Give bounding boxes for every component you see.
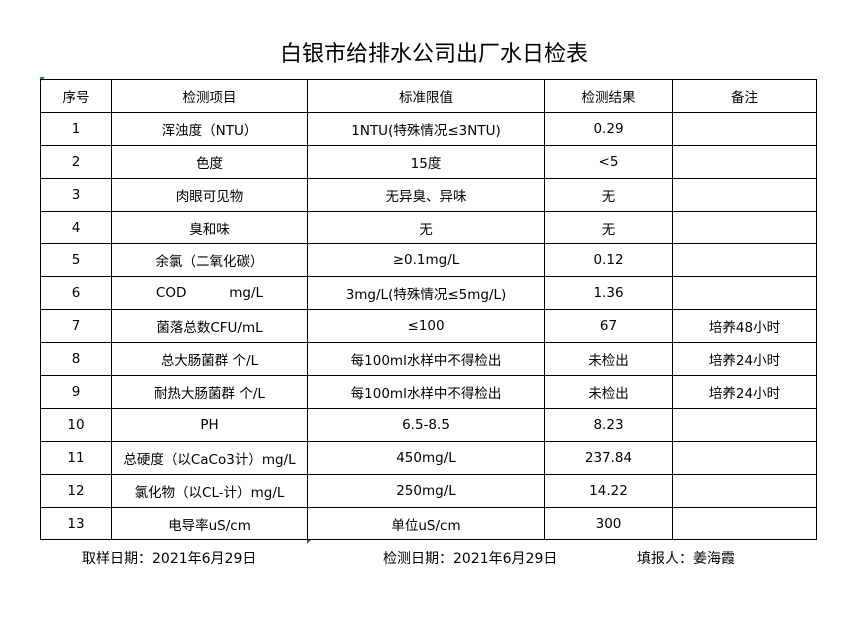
- test-item: 耐热大肠菌群 个/L: [111, 375, 308, 409]
- row-number: 10: [40, 407, 112, 442]
- test-item: 电导率uS/cm: [111, 506, 308, 541]
- page-title: 白银市给排水公司出厂水日检表: [279, 42, 588, 67]
- table-row: 6 COD mg/L 3mg/L(特殊情况≤5mg/L) 1.36: [40, 276, 817, 311]
- remark: 培养24小时: [672, 342, 817, 377]
- row-number: 1: [40, 111, 112, 146]
- remark: 备注: [672, 79, 817, 113]
- table-row: 1 浑浊度（NTU） 1NTU(特殊情况≤3NTU) 0.29: [40, 111, 817, 146]
- test-date: 检测日期：2021年6月29日: [383, 551, 558, 567]
- row-number: 序号: [40, 79, 112, 113]
- test-result: 无: [544, 210, 673, 245]
- table-row: 12 氯化物（以CL-计）mg/L 250mg/L 14.22: [40, 473, 817, 508]
- test-item: 余氯（二氧化碳）: [111, 243, 308, 278]
- standard-limit: 6.5-8.5: [307, 407, 545, 442]
- row-number: 13: [40, 506, 112, 541]
- row-number: 12: [40, 473, 112, 508]
- standard-limit: ≥0.1mg/L: [307, 243, 545, 278]
- remark: 培养24小时: [672, 375, 817, 409]
- row-number: 2: [40, 144, 112, 179]
- standard-limit: 无: [307, 210, 545, 245]
- standard-limit: 单位uS/cm: [307, 506, 545, 541]
- test-result: 1.36: [544, 276, 673, 311]
- remark: [672, 473, 817, 508]
- row-number: 3: [40, 177, 112, 212]
- remark: [672, 276, 817, 311]
- row-number: 11: [40, 440, 112, 475]
- table-row: 2 色度 15度 <5: [40, 144, 817, 179]
- table-row: 13 电导率uS/cm 单位uS/cm 300: [40, 506, 817, 541]
- test-item: 检测项目: [111, 79, 308, 113]
- test-result: 300: [544, 506, 673, 541]
- remark: [672, 210, 817, 245]
- test-item: 浑浊度（NTU）: [111, 111, 308, 146]
- table-row: 5 余氯（二氧化碳） ≥0.1mg/L 0.12: [40, 243, 817, 278]
- test-item: 菌落总数CFU/mL: [111, 309, 308, 344]
- test-item: PH: [111, 407, 308, 442]
- remark: [672, 111, 817, 146]
- table-row: 10 PH 6.5-8.5 8.23: [40, 407, 817, 442]
- standard-limit: 标准限值: [307, 79, 545, 113]
- standard-limit: 每100ml水样中不得检出: [307, 375, 545, 409]
- standard-limit: 250mg/L: [307, 473, 545, 508]
- test-result: 237.84: [544, 440, 673, 475]
- row-number: 7: [40, 309, 112, 344]
- table-row: 3 肉眼可见物 无异臭、异味无: [40, 177, 817, 212]
- remark: [672, 407, 817, 442]
- row-number: 4: [40, 210, 112, 245]
- standard-limit: ≤100: [307, 309, 545, 344]
- remark: [672, 177, 817, 212]
- row-number: 6: [40, 276, 112, 311]
- test-result: 未检出: [544, 375, 673, 409]
- test-item: 色度: [111, 144, 308, 179]
- remark: 培养48小时: [672, 309, 817, 344]
- test-result: <5: [544, 144, 673, 179]
- table-row: 4 臭和味无无: [40, 210, 817, 245]
- standard-limit: 每100ml水样中不得检出: [307, 342, 545, 377]
- row-number: 9: [40, 375, 112, 409]
- standard-limit: 无异臭、异味: [307, 177, 545, 212]
- inspection-table: 序号 检测项目 标准限值 检测结果 备注 1 浑浊度（NTU） 1NTU(特殊情况≤3NTU)…: [40, 79, 817, 541]
- table-row: 11 总硬度（以CaCo3计）mg/L 450mg/L 237.84: [40, 440, 817, 475]
- standard-limit: 450mg/L: [307, 440, 545, 475]
- test-item: 总硬度（以CaCo3计）mg/L: [111, 440, 308, 475]
- test-item: 肉眼可见物: [111, 177, 308, 212]
- row-number: 8: [40, 342, 112, 377]
- remark: [672, 243, 817, 278]
- table-row: 9 耐热大肠菌群 个/L 每100ml水样中不得检出 未检出 培养24小时: [40, 375, 817, 409]
- test-result: 8.23: [544, 407, 673, 442]
- test-result: 0.29: [544, 111, 673, 146]
- table-row: 8 总大肠菌群 个/L 每100ml水样中不得检出 未检出 培养24小时: [40, 342, 817, 377]
- test-item: 臭和味: [111, 210, 308, 245]
- header-row: 序号 检测项目 标准限值 检测结果 备注: [40, 79, 817, 113]
- test-result: 67: [544, 309, 673, 344]
- standard-limit: 3mg/L(特殊情况≤5mg/L): [307, 276, 545, 311]
- remark: [672, 506, 817, 541]
- remark: [672, 440, 817, 475]
- test-result: 检测结果: [544, 79, 673, 113]
- sample-date: 取样日期：2021年6月29日: [82, 551, 257, 567]
- table-row: 7 菌落总数CFU/mL ≤100 67 培养48小时: [40, 309, 817, 344]
- cell-marker: [307, 539, 312, 544]
- test-result: 无: [544, 177, 673, 212]
- standard-limit: 1NTU(特殊情况≤3NTU): [307, 111, 545, 146]
- row-number: 5: [40, 243, 112, 278]
- reporter: 填报人：姜海霞: [637, 551, 735, 567]
- test-result: 0.12: [544, 243, 673, 278]
- test-result: 未检出: [544, 342, 673, 377]
- test-item: COD mg/L: [111, 276, 308, 311]
- test-result: 14.22: [544, 473, 673, 508]
- remark: [672, 144, 817, 179]
- standard-limit: 15度: [307, 144, 545, 179]
- test-item: 氯化物（以CL-计）mg/L: [111, 473, 308, 508]
- test-item: 总大肠菌群 个/L: [111, 342, 308, 377]
